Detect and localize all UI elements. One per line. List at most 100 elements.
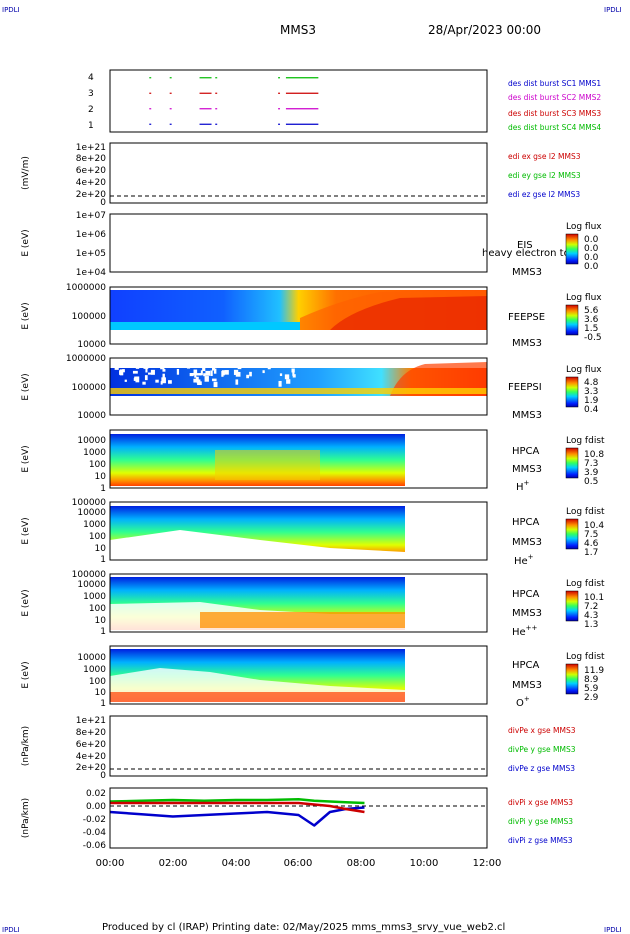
hpca-he2-ytick-3: 100	[89, 604, 106, 614]
panel-burst: 4 3 2 1 des dist burst SC1 MMS1 des dist…	[88, 69, 601, 133]
hpca-o-species: O+	[516, 695, 530, 709]
feepsi-gap-55	[279, 373, 283, 377]
hpca-o-ytick-1: 1000	[83, 665, 106, 675]
feepse-cbar-t1: 3.6	[584, 315, 599, 325]
feepsi-gap-35	[195, 376, 199, 383]
panel-eis: E (eV) 1e+07 1e+06 1e+05 1e+04 EIS heavy…	[21, 211, 602, 278]
divpe-ytick-1: 8e+20	[76, 728, 107, 738]
feepsi-gap-56	[202, 367, 206, 372]
hpca-he2-species-charge: ++	[526, 624, 538, 632]
time-tick-4: 08:00	[347, 858, 376, 869]
divpe-frame	[109, 715, 488, 777]
feepsi-speckle	[114, 362, 296, 388]
feepsi-gap-45	[193, 363, 199, 368]
eis-overlay: heavy electron to	[482, 248, 570, 259]
burst-ytick-3: 3	[88, 89, 94, 99]
panel-hpca-o: E (eV) 10000 1000 100 10 1 HPCA MMS3 O+ …	[21, 645, 605, 709]
feepsi-gap-9	[213, 368, 217, 374]
hpca-h-species: H+	[516, 479, 530, 493]
hpca-h-cbar-t1: 7.3	[584, 459, 598, 469]
feepsi-cbar-title: Log flux	[566, 365, 602, 375]
divpe-ytick-5: 0	[100, 771, 106, 781]
time-tick-5: 10:00	[410, 858, 439, 869]
feepsi-gap-11	[155, 379, 159, 383]
hpca-h-yellow-zone	[215, 450, 320, 480]
time-tick-1: 02:00	[159, 858, 188, 869]
hpca-he-ytick-0: 100000	[72, 498, 107, 508]
feepsi-orange-band	[110, 388, 487, 394]
hpca-he2-ytick-5: 1	[100, 627, 106, 637]
divpe-legend-y: divPe y gse MMS3	[508, 745, 576, 754]
hpca-h-colorbar	[565, 447, 579, 479]
hpca-o-ytick-4: 1	[100, 699, 106, 709]
hpca-he-species-charge: +	[528, 553, 534, 561]
feepsi-gap-31	[122, 369, 125, 373]
eis-cbar-title: Log flux	[566, 222, 602, 232]
feepsi-cbar-t0: 4.8	[584, 378, 599, 388]
burst-legend-3: des dist burst SC3 MMS3	[508, 109, 601, 118]
edi-ytick-4: 2e+20	[76, 190, 107, 200]
hpca-he2-ytick-1: 10000	[77, 580, 106, 590]
feepsi-colorbar	[565, 376, 579, 408]
edi-legend-z: edi ez gse l2 MMS3	[508, 190, 580, 199]
feepsi-gap-61	[211, 367, 216, 371]
feepsi-label: FEEPSI	[508, 382, 542, 393]
feepsi-ylabel: E (eV)	[21, 373, 31, 400]
feepsi-gap-67	[284, 374, 290, 380]
hpca-he-cbar-t3: 1.7	[584, 548, 598, 558]
divpi-ytick-1: 0.00	[86, 802, 106, 812]
hpca-o-ylabel: E (eV)	[21, 661, 31, 688]
feepsi-gap-69	[292, 374, 296, 378]
feepsi-gap-32	[260, 364, 263, 367]
feepsi-gap-40	[210, 370, 213, 377]
hpca-h-species-name: H	[516, 482, 524, 493]
time-tick-0: 00:00	[96, 858, 125, 869]
feepse-cbar-title: Log flux	[566, 293, 602, 303]
eis-ytick-3: 1e+04	[76, 268, 107, 278]
hpca-h-frame	[109, 429, 488, 489]
hpca-he-ytick-5: 1	[100, 555, 106, 565]
feepsi-gap-0	[203, 373, 206, 377]
feepse-cbar-t2: 1.5	[584, 324, 598, 334]
divpe-ylabel: (nPa/km)	[21, 726, 31, 766]
feepse-cbar-t0: 5.6	[584, 306, 599, 316]
eis-colorbar	[565, 233, 579, 265]
hpca-he-cbar-t2: 4.6	[584, 539, 599, 549]
feepsi-gap-44	[213, 381, 218, 388]
hpca-he2-cbar-t1: 7.2	[584, 602, 598, 612]
hpca-h-label: HPCA	[512, 446, 540, 457]
feepsi-gap-13	[135, 366, 140, 369]
divpe-legend-z: divPe z gse MMS3	[508, 764, 575, 773]
hpca-he-species-name: He	[514, 556, 528, 567]
edi-ytick-3: 4e+20	[76, 178, 107, 188]
feepse-ytick-2: 10000	[77, 340, 106, 350]
hpca-h-cbar-t0: 10.8	[584, 450, 604, 460]
hpca-he-frame	[109, 501, 488, 561]
panel-hpca-he: E (eV) 100000 10000 1000 100 10 1 HPCA M…	[21, 498, 605, 567]
feepsi-gap-34	[200, 370, 203, 376]
divpi-frame	[109, 787, 488, 849]
edi-ylabel: (mV/m)	[21, 156, 31, 190]
hpca-he-white-wedge	[110, 530, 405, 558]
eis-sublabel: MMS3	[512, 267, 542, 278]
hpca-he-species: He+	[514, 553, 534, 567]
feepse-ylabel: E (eV)	[21, 302, 31, 329]
hpca-he-cbar-t1: 7.5	[584, 530, 598, 540]
divpi-ylabel: (nPa/km)	[21, 798, 31, 838]
eis-ytick-2: 1e+05	[76, 249, 106, 259]
hpca-he2-species: He++	[512, 624, 538, 638]
panel-divpe: (nPa/km) 1e+21 8e+20 6e+20 4e+20 2e+20 0…	[21, 715, 576, 781]
divpi-ytick-0: 0.02	[86, 789, 106, 799]
hpca-he2-orange-band	[200, 612, 405, 628]
divpi-series-z	[109, 806, 365, 827]
feepsi-gap-36	[246, 374, 250, 379]
time-tick-6: 12:00	[473, 858, 502, 869]
corner-label-tr: IPDLI	[604, 6, 622, 14]
hpca-o-ytick-0: 10000	[77, 653, 106, 663]
hpca-o-ytick-3: 10	[95, 688, 107, 698]
feepsi-gap-64	[262, 370, 265, 374]
feepsi-gap-54	[267, 365, 271, 370]
feepsi-gap-46	[233, 369, 239, 375]
hpca-h-ylabel: E (eV)	[21, 445, 31, 472]
eis-cbar-t0: 0.0	[584, 235, 599, 245]
